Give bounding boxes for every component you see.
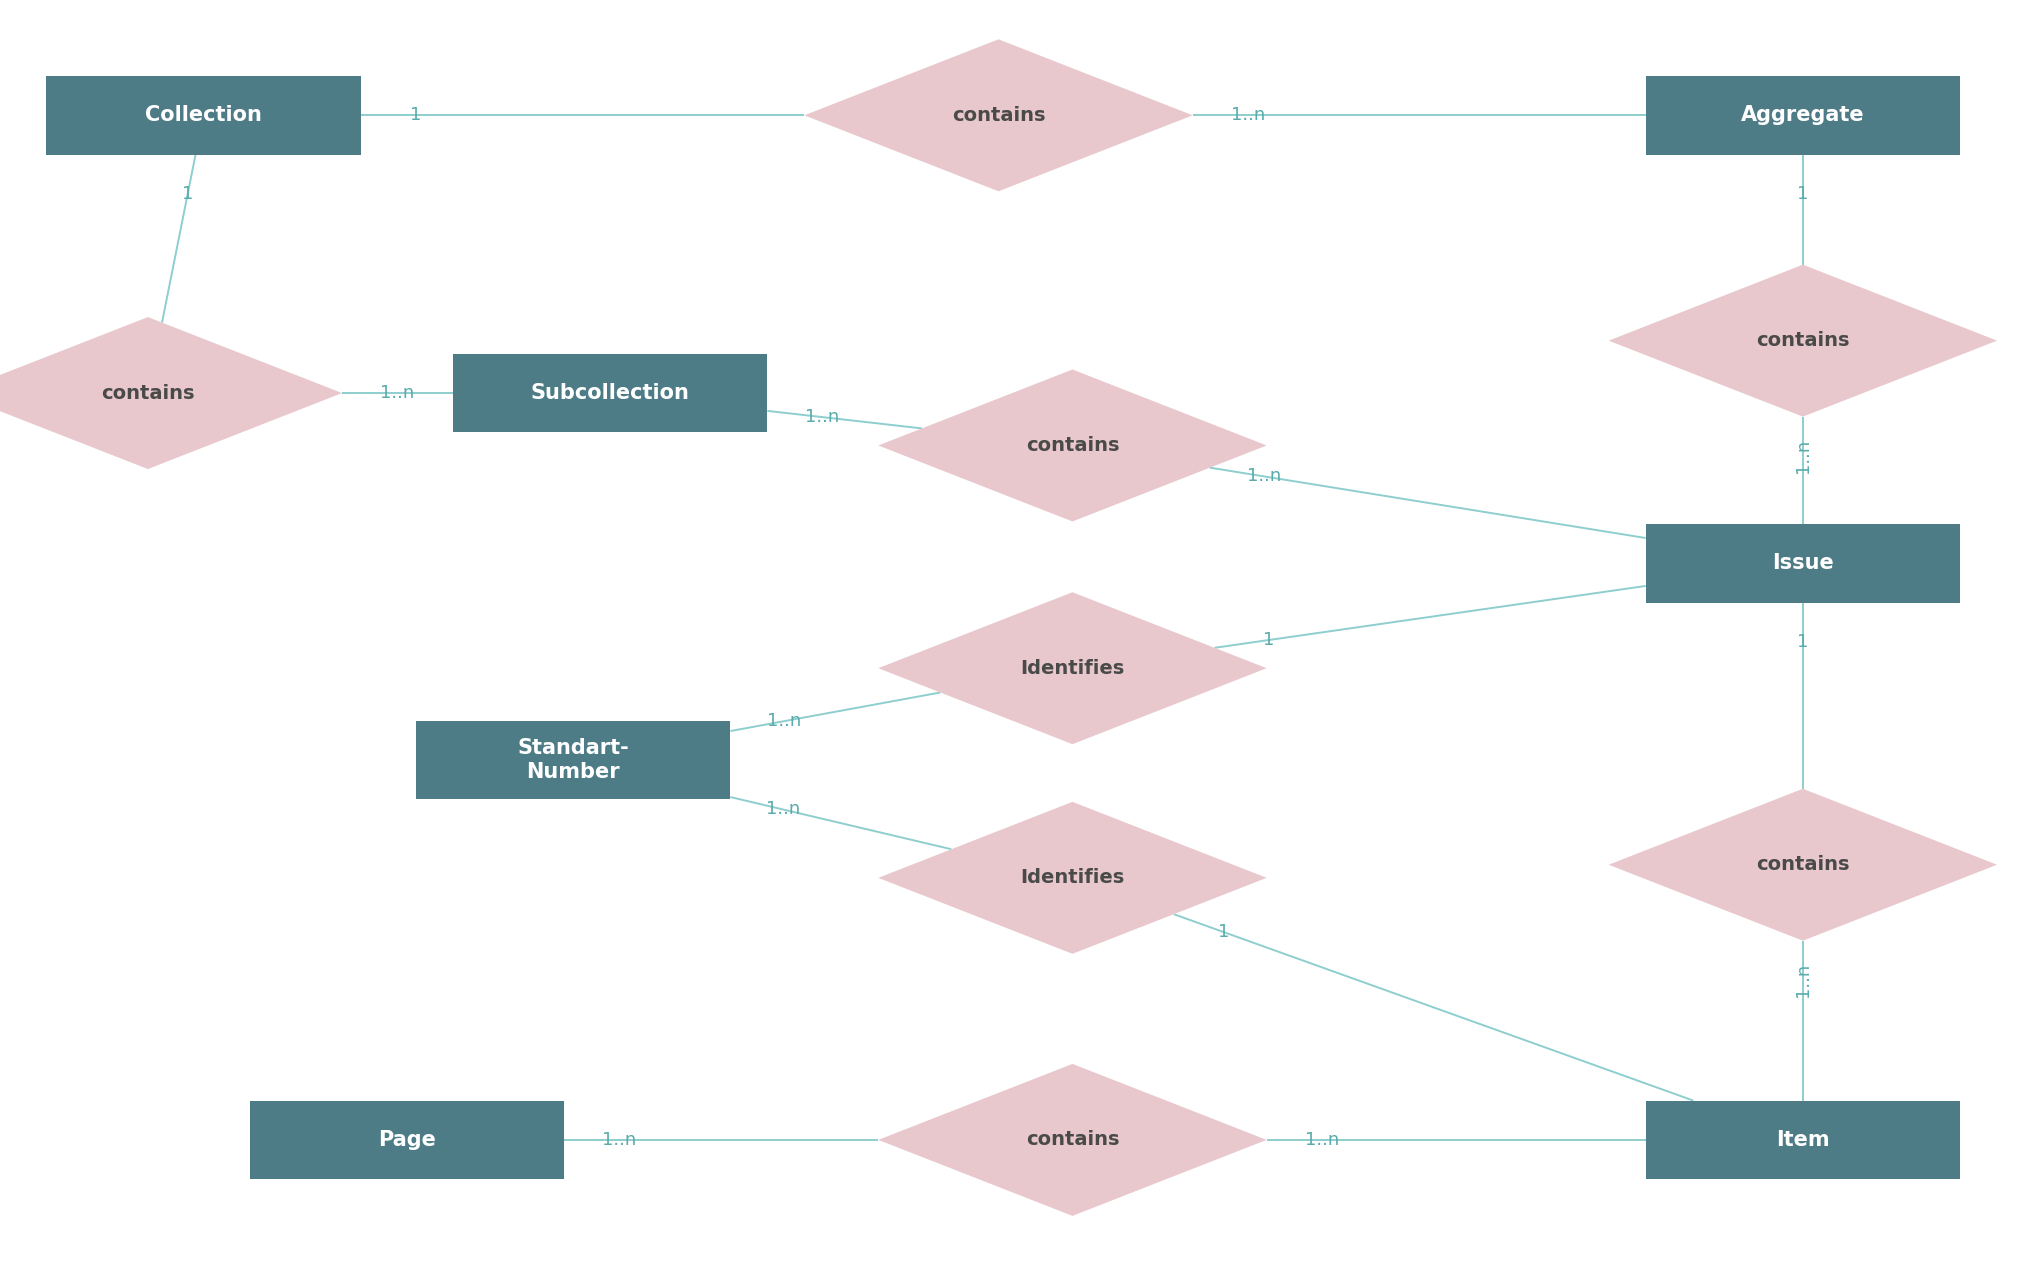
Text: Page: Page bbox=[378, 1130, 435, 1150]
FancyBboxPatch shape bbox=[1646, 524, 1961, 602]
Text: 1..n: 1..n bbox=[1247, 467, 1281, 485]
Polygon shape bbox=[1609, 788, 1997, 941]
Text: 1: 1 bbox=[1798, 185, 1808, 203]
Polygon shape bbox=[879, 801, 1267, 954]
Polygon shape bbox=[879, 1064, 1267, 1216]
Text: Identifies: Identifies bbox=[1021, 868, 1125, 887]
Text: 1: 1 bbox=[1218, 923, 1229, 941]
Text: Standart-
Number: Standart- Number bbox=[517, 737, 629, 782]
FancyBboxPatch shape bbox=[47, 76, 360, 154]
Text: 1: 1 bbox=[411, 107, 421, 125]
Text: 1: 1 bbox=[1263, 630, 1275, 648]
FancyBboxPatch shape bbox=[417, 720, 730, 799]
Text: contains: contains bbox=[1755, 855, 1849, 874]
Polygon shape bbox=[0, 317, 342, 469]
FancyBboxPatch shape bbox=[454, 354, 767, 433]
Text: 1..n: 1..n bbox=[380, 384, 415, 402]
Text: 1..n: 1..n bbox=[1306, 1131, 1338, 1149]
Text: Collection: Collection bbox=[144, 105, 262, 126]
Text: contains: contains bbox=[1025, 1130, 1119, 1149]
FancyBboxPatch shape bbox=[1646, 1100, 1961, 1179]
Polygon shape bbox=[1609, 265, 1997, 416]
Text: 1..n: 1..n bbox=[1794, 963, 1812, 998]
Text: 1..n: 1..n bbox=[767, 800, 799, 818]
Text: Aggregate: Aggregate bbox=[1741, 105, 1865, 126]
Text: contains: contains bbox=[1755, 331, 1849, 351]
FancyBboxPatch shape bbox=[1646, 76, 1961, 154]
Text: 1..n: 1..n bbox=[767, 713, 801, 731]
Polygon shape bbox=[803, 40, 1192, 191]
Text: 1: 1 bbox=[1798, 633, 1808, 651]
Text: Issue: Issue bbox=[1772, 553, 1835, 574]
Text: 1: 1 bbox=[183, 185, 193, 203]
Text: 1..n: 1..n bbox=[602, 1131, 637, 1149]
Text: 1..n: 1..n bbox=[1231, 107, 1265, 125]
Text: Subcollection: Subcollection bbox=[531, 383, 690, 403]
Polygon shape bbox=[879, 592, 1267, 745]
FancyBboxPatch shape bbox=[250, 1100, 563, 1179]
Text: contains: contains bbox=[102, 384, 195, 403]
Text: Item: Item bbox=[1776, 1130, 1831, 1150]
Text: contains: contains bbox=[1025, 437, 1119, 455]
Text: Identifies: Identifies bbox=[1021, 659, 1125, 678]
Polygon shape bbox=[879, 370, 1267, 521]
Text: 1..n: 1..n bbox=[805, 408, 840, 426]
Text: contains: contains bbox=[952, 105, 1045, 125]
Text: 1..n: 1..n bbox=[1794, 439, 1812, 473]
